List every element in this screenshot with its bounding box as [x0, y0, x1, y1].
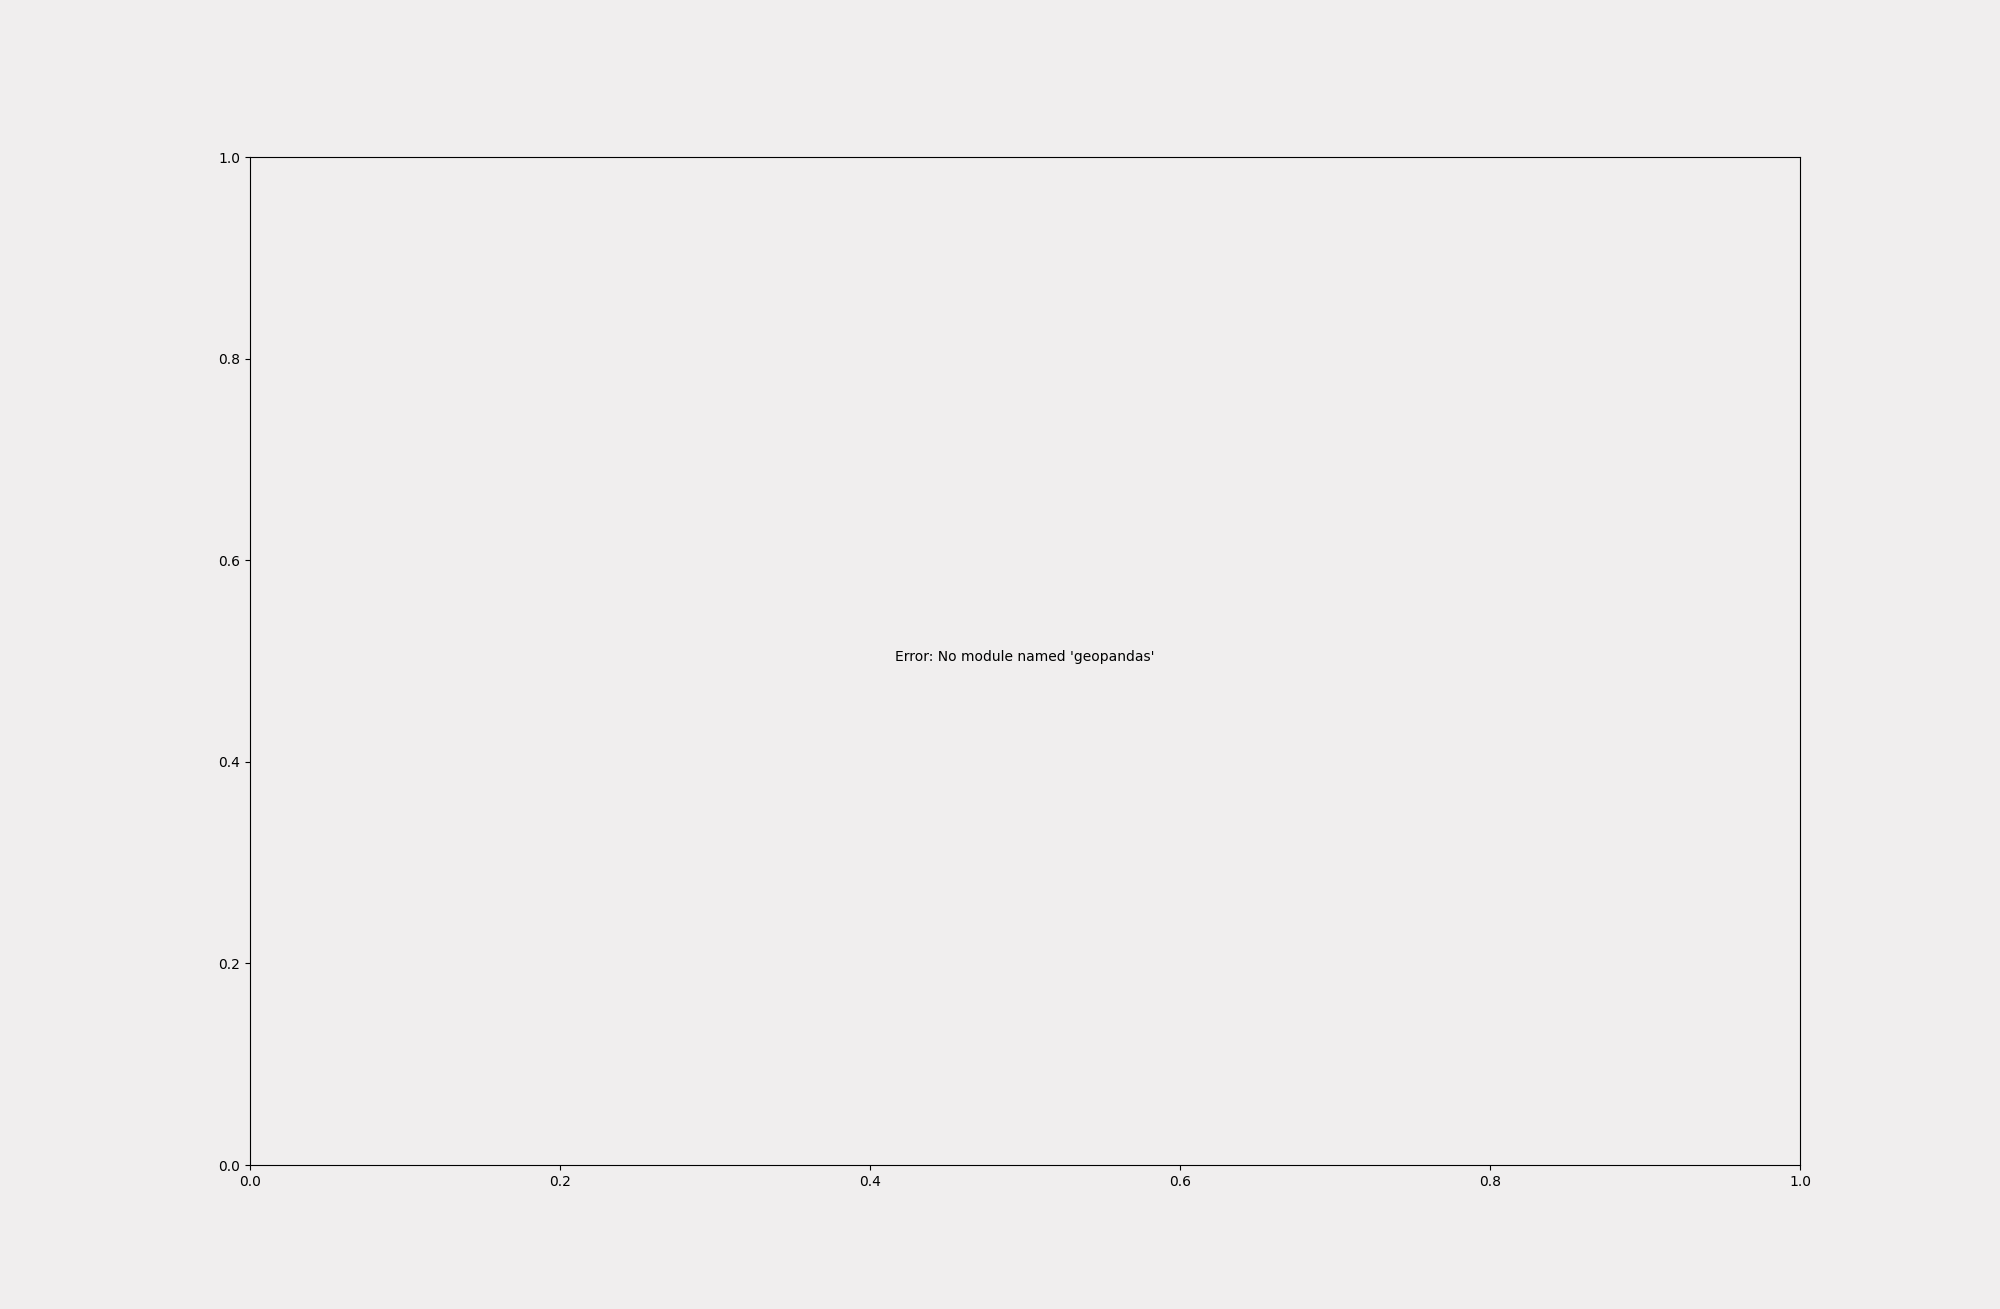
Text: Error: No module named 'geopandas': Error: No module named 'geopandas'	[896, 651, 1154, 664]
